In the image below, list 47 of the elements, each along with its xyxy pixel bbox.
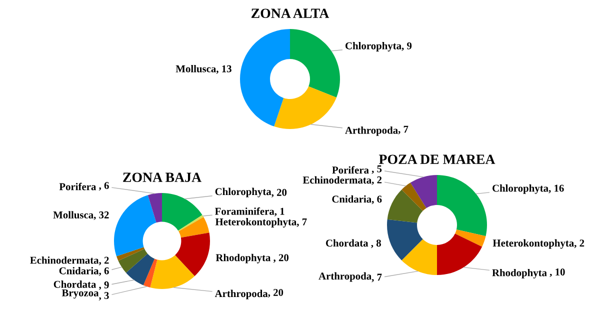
chart-title: POZA DE MAREA — [378, 154, 496, 164]
slice-label: Mollusca — [176, 64, 216, 72]
slice-label: Chordata — [54, 280, 96, 288]
slice-label: Porifera — [332, 166, 369, 174]
data-label: , 6 — [98, 267, 109, 276]
data-label: , 7 — [296, 218, 307, 227]
data-label: , 8 — [371, 240, 381, 248]
data-label: , 6 — [372, 196, 382, 204]
slice-label: Chlorophyta — [346, 42, 402, 52]
data-label: , 3 — [98, 292, 109, 300]
data-label: , 20 — [268, 288, 284, 298]
slice-label: Arthropoda — [318, 272, 372, 282]
data-label: , 1 — [274, 208, 284, 216]
data-label: , 6 — [98, 182, 109, 191]
data-label: , 16 — [548, 184, 564, 194]
data-label: , 5 — [372, 165, 382, 174]
data-label: , 2 — [98, 256, 109, 266]
slice-label: Arthropoda — [345, 126, 398, 136]
data-label: , 10 — [550, 268, 565, 277]
data-label: , 7 — [398, 126, 408, 134]
slice-label: Arthropoda — [214, 290, 268, 300]
chart-title: ZONA ALTA — [251, 8, 330, 18]
data-label: , 7 — [372, 274, 382, 282]
slice-label: Echinodermata — [30, 256, 99, 264]
data-label: , 9 — [98, 281, 109, 290]
data-label: , 13 — [216, 65, 232, 74]
slice-label: Rhodophyta — [216, 254, 271, 264]
slice-label: Chlorophyta — [215, 188, 272, 198]
slice-label: Bryozoa — [62, 289, 99, 299]
slice-label: Chordata — [326, 239, 368, 247]
chart-title: ZONA BAJA — [123, 172, 202, 182]
slice-label: Rhodophyta — [492, 268, 547, 278]
data-label: , 20 — [271, 188, 287, 198]
slice-label: Cnidaria — [59, 267, 99, 274]
data-label: , 20 — [273, 254, 289, 263]
slice-label: Heterokontophyta — [492, 239, 574, 249]
data-label: , 2 — [372, 176, 382, 185]
slice-label: Foraminifera — [214, 207, 274, 215]
slice-label: Mollusca — [53, 211, 94, 218]
slice-label: Heterokontophyta — [215, 218, 296, 228]
slice-label: Cnidaria — [332, 195, 372, 203]
data-label: , 32 — [94, 211, 109, 220]
data-label: , 9 — [402, 42, 412, 51]
data-label: , 2 — [574, 240, 584, 248]
slice-label: Chlorophyta — [492, 184, 548, 194]
slice-label: Echinodermata — [302, 176, 372, 184]
slice-label: Porifera — [59, 182, 96, 190]
